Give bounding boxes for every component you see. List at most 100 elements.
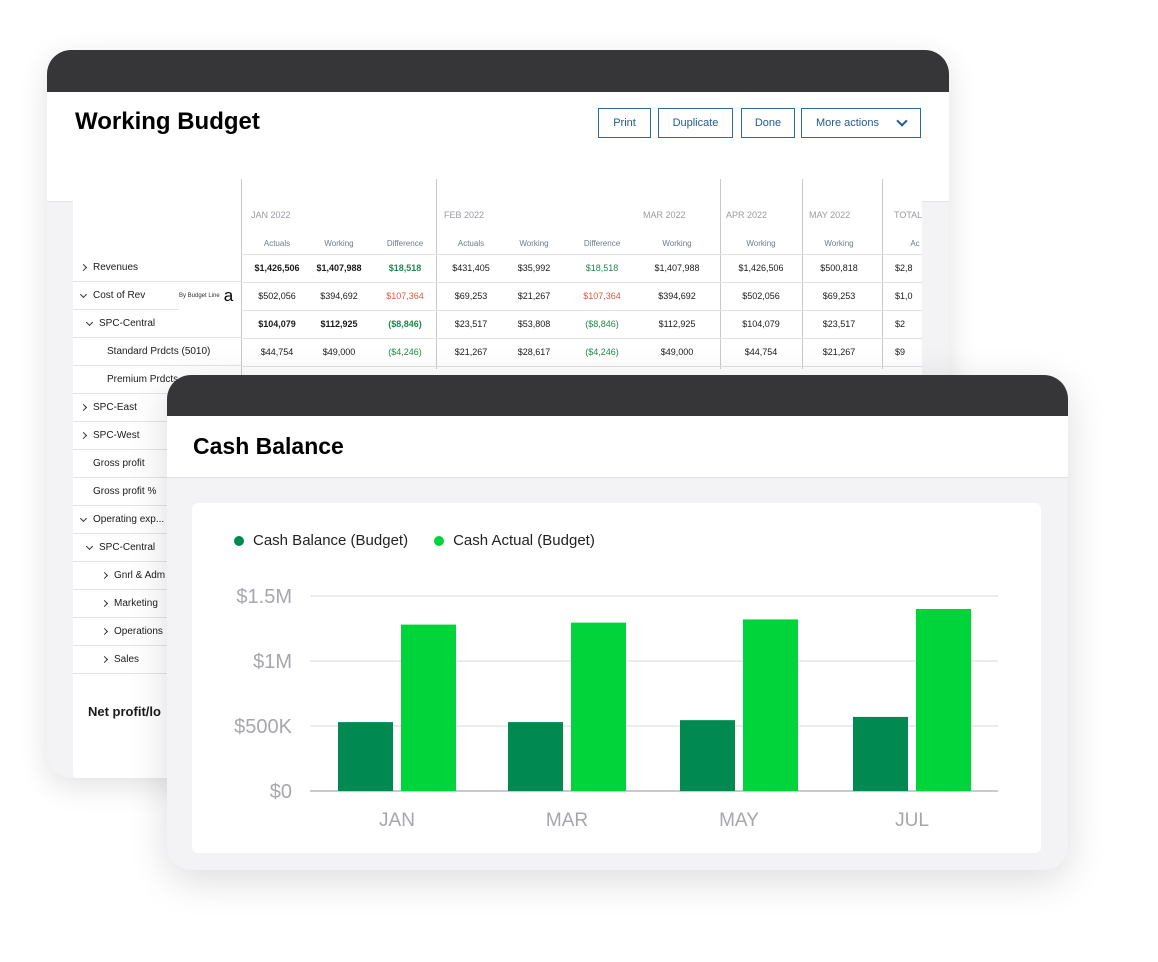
table-cell: $28,617 bbox=[517, 347, 551, 357]
column-subheader: Actuals bbox=[263, 239, 291, 248]
table-cell: $44,754 bbox=[260, 347, 294, 357]
row-divider bbox=[241, 366, 922, 367]
column-subheader: Working bbox=[746, 239, 776, 248]
bar-cash-balance[interactable] bbox=[853, 716, 908, 791]
more-actions-button[interactable]: More actions bbox=[801, 108, 921, 138]
bar-cash-actual[interactable] bbox=[571, 622, 626, 791]
row-label: Gross profit % bbox=[73, 478, 241, 506]
row-label-text: Marketing bbox=[114, 598, 158, 609]
by-budget-line-label: By Budget Line bbox=[179, 293, 220, 299]
table-cell: $21,267 bbox=[517, 291, 551, 301]
bar-cash-actual[interactable] bbox=[916, 609, 971, 791]
net-profit-label: Net profit/lo bbox=[88, 704, 161, 719]
y-tick-label: $0 bbox=[270, 781, 292, 803]
table-cell: $431,405 bbox=[452, 263, 490, 273]
table-cell: $502,056 bbox=[742, 291, 780, 301]
y-tick-label: $1M bbox=[253, 651, 292, 673]
row-label[interactable]: SPC-Central bbox=[73, 534, 241, 562]
column-separator bbox=[436, 179, 437, 369]
chevron-right-icon bbox=[79, 403, 88, 412]
print-button[interactable]: Print bbox=[598, 108, 651, 138]
row-label-text: Gross profit bbox=[93, 458, 145, 469]
table-cell: $1,407,988 bbox=[316, 263, 362, 273]
x-tick-label: MAR bbox=[546, 810, 588, 831]
row-label[interactable]: Cost of Rev bbox=[73, 282, 241, 310]
row-label-text: SPC-Central bbox=[99, 542, 156, 553]
chevron-down-icon bbox=[85, 318, 94, 326]
bar-cash-balance[interactable] bbox=[680, 720, 735, 791]
chevron-right-icon bbox=[100, 571, 109, 580]
duplicate-button[interactable]: Duplicate bbox=[658, 108, 733, 138]
bar-chart-svg: $0 $500K $1M $1.5M JAN MAR MAY JUL bbox=[234, 586, 998, 831]
row-divider bbox=[241, 282, 922, 283]
column-separator bbox=[802, 179, 803, 369]
column-subheader: Working bbox=[324, 239, 354, 248]
bar-cash-actual[interactable] bbox=[743, 619, 798, 791]
chevron-right-icon bbox=[100, 599, 109, 608]
row-label[interactable]: Gnrl & Adm bbox=[73, 562, 241, 590]
chevron-down-icon bbox=[896, 115, 908, 127]
row-label[interactable]: SPC-West bbox=[73, 422, 241, 450]
table-cell: $18,518 bbox=[388, 263, 422, 273]
row-label[interactable]: Operations bbox=[73, 618, 241, 646]
column-separator bbox=[720, 179, 721, 369]
row-label[interactable]: Marketing bbox=[73, 590, 241, 618]
row-label-text: Cost of Rev bbox=[93, 290, 146, 301]
row-label-text: Operating exp... bbox=[93, 514, 165, 525]
cash-header: Cash Balance bbox=[167, 416, 1068, 478]
table-cell: $112,925 bbox=[658, 319, 696, 329]
column-subheader: Ac bbox=[910, 239, 920, 248]
table-cell: $21,267 bbox=[822, 347, 856, 357]
column-subheader: Difference bbox=[583, 239, 621, 248]
column-subheader: Working bbox=[519, 239, 549, 248]
bar-cash-actual[interactable] bbox=[401, 624, 456, 791]
row-label-text: Revenues bbox=[93, 262, 139, 273]
chevron-right-icon bbox=[79, 431, 88, 440]
row-label[interactable]: Operating exp... bbox=[73, 506, 241, 534]
row-label-text: Sales bbox=[114, 654, 140, 665]
table-cell: $1,426,506 bbox=[254, 263, 300, 273]
legend-dot-dark-green bbox=[234, 535, 244, 546]
row-label[interactable]: Sales bbox=[73, 646, 241, 674]
chevron-down-icon bbox=[79, 290, 88, 298]
month-header: MAR 2022 bbox=[643, 210, 686, 220]
table-cell: ($8,846) bbox=[388, 319, 422, 329]
row-label[interactable]: Revenues bbox=[73, 254, 241, 282]
table-cell: $112,925 bbox=[320, 319, 358, 329]
row-label-text: SPC-East bbox=[93, 402, 137, 413]
bar-cash-balance[interactable] bbox=[508, 722, 563, 791]
x-tick-label: JUL bbox=[895, 810, 929, 831]
table-cell: $53,808 bbox=[517, 319, 551, 329]
row-divider bbox=[241, 338, 922, 339]
window-titlebar bbox=[47, 50, 949, 92]
table-cell: $23,517 bbox=[454, 319, 488, 329]
table-cell: $394,692 bbox=[658, 291, 696, 301]
row-label[interactable]: SPC-Central bbox=[73, 310, 241, 338]
table-cell: $18,518 bbox=[585, 263, 619, 273]
row-label: Standard Prdcts (5010) bbox=[73, 338, 241, 366]
x-tick-label: MAY bbox=[719, 810, 759, 831]
column-subheader: Working bbox=[824, 239, 854, 248]
table-cell: $49,000 bbox=[660, 347, 694, 357]
table-cell: $1,426,506 bbox=[738, 263, 784, 273]
by-budget-line-selector[interactable]: By Budget Line a bbox=[179, 282, 241, 310]
done-button[interactable]: Done bbox=[741, 108, 795, 138]
y-tick-label: $500K bbox=[234, 716, 292, 738]
x-tick-label: JAN bbox=[379, 810, 415, 831]
row-label-text: SPC-Central bbox=[99, 318, 156, 329]
month-header: JAN 2022 bbox=[251, 210, 291, 220]
table-cell: $1,407,988 bbox=[654, 263, 700, 273]
table-cell: $394,692 bbox=[320, 291, 358, 301]
column-subheader: Difference bbox=[386, 239, 424, 248]
table-cell: $9 bbox=[895, 347, 906, 357]
row-label: Gross profit bbox=[73, 450, 241, 478]
chevron-down-icon bbox=[79, 514, 88, 522]
row-label-text: Operations bbox=[114, 626, 163, 637]
bar-cash-balance[interactable] bbox=[338, 722, 393, 791]
row-label-text: Standard Prdcts (5010) bbox=[107, 346, 211, 357]
y-tick-label: $1.5M bbox=[236, 586, 292, 608]
month-header: APR 2022 bbox=[726, 210, 768, 220]
row-label[interactable]: SPC-East bbox=[73, 394, 241, 422]
by-budget-line-glyph: a bbox=[223, 286, 234, 305]
chevron-down-icon bbox=[85, 542, 94, 550]
